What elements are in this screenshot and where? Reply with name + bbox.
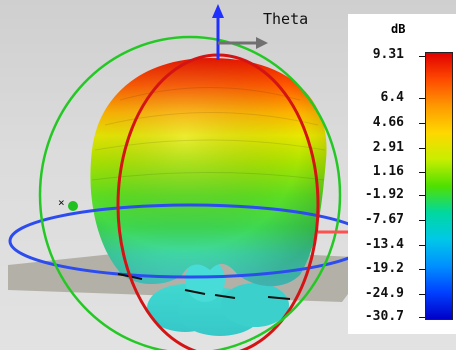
legend-tick: 4.66 bbox=[372, 115, 404, 130]
legend-tick: -24.9 bbox=[364, 286, 404, 301]
legend-tick: 1.16 bbox=[372, 164, 404, 179]
legend-tick: 9.31 bbox=[372, 47, 404, 62]
legend-tick-mark bbox=[419, 220, 425, 221]
legend-tick: -1.92 bbox=[364, 187, 404, 202]
legend-unit: dB bbox=[391, 22, 406, 36]
color-scale-bar bbox=[425, 52, 453, 320]
legend-tick-mark bbox=[419, 317, 425, 318]
legend-tick: -30.7 bbox=[364, 309, 404, 324]
theta-axis-label: Theta bbox=[263, 10, 309, 28]
legend-tick: -13.4 bbox=[364, 237, 404, 252]
legend-tick-mark bbox=[419, 123, 425, 124]
axis-z bbox=[212, 4, 224, 60]
axis-theta-arrow bbox=[218, 37, 268, 49]
legend-tick-mark bbox=[419, 172, 425, 173]
axis-y-green: × bbox=[58, 196, 78, 211]
legend-tick-mark bbox=[419, 56, 425, 57]
back-lobes bbox=[147, 258, 289, 336]
legend-tick: 2.91 bbox=[372, 140, 404, 155]
legend-tick-mark bbox=[419, 195, 425, 196]
svg-text:×: × bbox=[58, 196, 65, 209]
legend-tick-mark bbox=[419, 148, 425, 149]
legend-tick-mark bbox=[419, 245, 425, 246]
legend-tick: -19.2 bbox=[364, 261, 404, 276]
legend-tick: -7.67 bbox=[364, 212, 404, 227]
legend-tick: 6.4 bbox=[380, 90, 404, 105]
legend-tick-mark bbox=[419, 98, 425, 99]
legend-tick-mark bbox=[419, 294, 425, 295]
green-ring bbox=[38, 35, 342, 350]
legend-tick-mark bbox=[419, 269, 425, 270]
